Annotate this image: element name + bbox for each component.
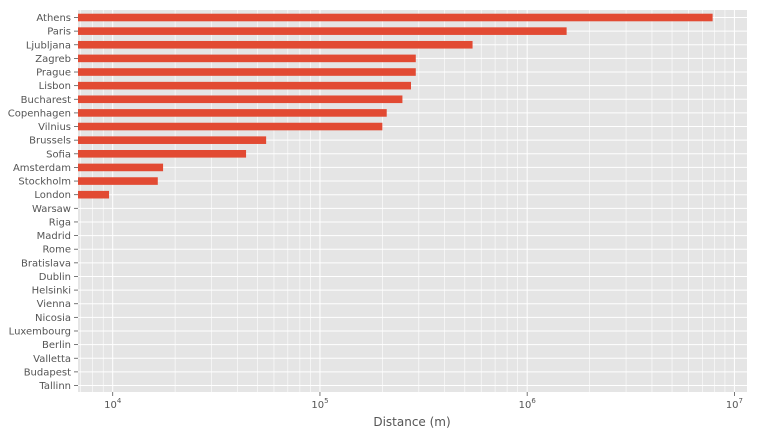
category-label: Riga [49,217,71,228]
bar-bucharest [78,95,403,104]
category-label: Dublin [39,272,71,283]
plot-background [78,10,747,392]
bar-athens [78,13,713,22]
category-label: London [34,190,71,201]
category-label: Helsinki [32,286,71,297]
category-label: Zagreb [35,54,71,65]
category-label: Prague [36,68,71,79]
bars-group [78,13,713,199]
category-label: Vienna [37,299,71,310]
category-label: Nicosia [35,313,71,324]
bar-vilnius [78,122,383,131]
bar-amsterdam [78,163,164,172]
bar-prague [78,68,416,76]
category-label: Ljubljana [26,40,71,51]
category-label: Rome [42,245,71,256]
category-label: Tallinn [38,381,71,392]
x-axis-label: Distance (m) [373,415,450,429]
category-label: Warsaw [32,204,71,215]
category-label: Sofia [46,149,71,160]
category-label: Copenhagen [8,108,71,119]
category-label: Paris [47,27,71,38]
category-label: Bucharest [21,95,71,106]
x-tick-label: 104 [104,397,122,411]
bar-zagreb [78,54,416,63]
bar-ljubljana [78,40,473,49]
x-tick-label: 106 [519,397,537,411]
x-tick-label: 105 [311,397,328,411]
category-label: Luxembourg [9,326,71,337]
bar-stockholm [78,177,158,185]
category-label: Bratislava [21,258,71,269]
category-label: Valletta [33,354,71,365]
bar-london [78,190,110,199]
category-label: Brussels [29,136,71,147]
category-label: Athens [36,13,71,24]
bar-lisbon [78,81,411,90]
x-axis-ticks: 104 105 106 107 [104,392,743,411]
category-label: Amsterdam [13,163,71,174]
x-tick-label: 107 [726,397,743,411]
bar-sofia [78,150,247,158]
category-label: Budapest [24,367,71,378]
bar-brussels [78,136,267,144]
category-label: Vilnius [38,122,71,133]
category-label: Lisbon [39,81,71,92]
category-label: Berlin [42,340,71,351]
bar-paris [78,27,567,35]
bar-copenhagen [78,109,387,117]
category-label: Stockholm [18,177,71,188]
category-labels: Athens Paris Ljubljana Zagreb Prague Lisbon Bu… [8,13,78,392]
category-label: Madrid [37,231,71,242]
